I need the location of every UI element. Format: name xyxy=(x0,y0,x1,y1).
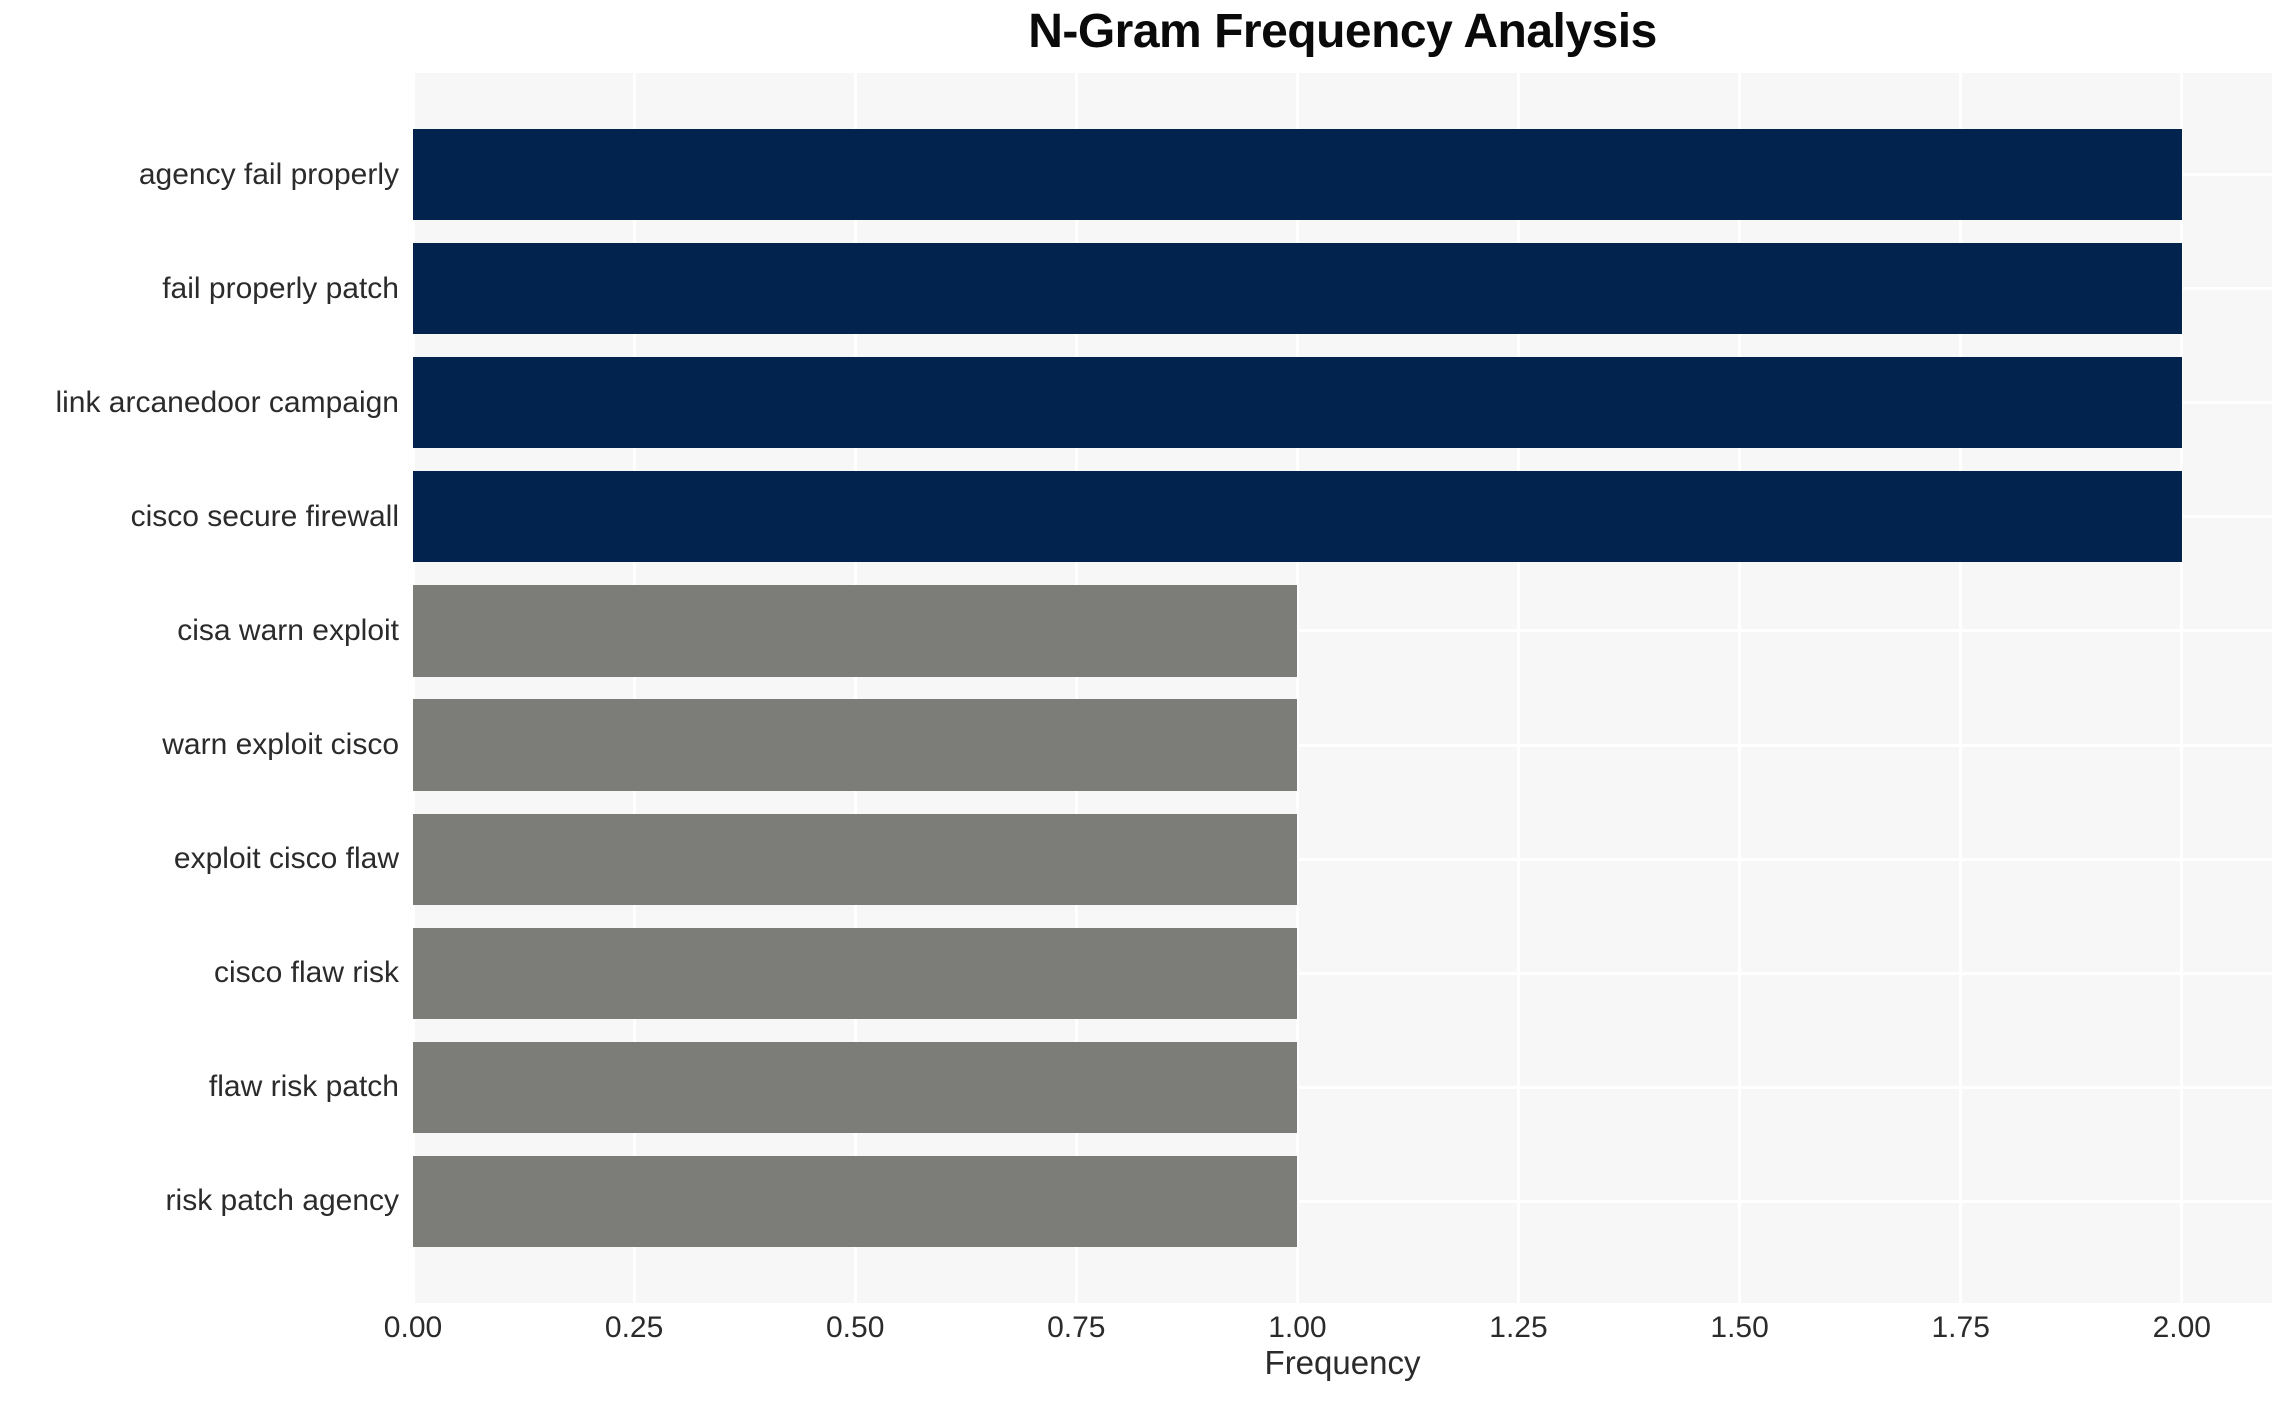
y-tick-label: risk patch agency xyxy=(165,1184,399,1218)
x-tick-label: 0.75 xyxy=(1047,1311,1106,1344)
bar-warn-exploit-cisco xyxy=(413,699,1298,791)
gridline-horizontal xyxy=(413,1199,2272,1203)
gridline-horizontal xyxy=(413,743,2272,747)
gridline-vertical xyxy=(1074,73,1078,1303)
y-tick-label: agency fail properly xyxy=(138,157,399,191)
bar-cisco-secure-firewall xyxy=(413,471,2182,563)
y-tick-label: cisa warn exploit xyxy=(177,613,399,647)
x-axis-title: Frequency xyxy=(1264,1344,1421,1381)
gridline-vertical xyxy=(853,73,857,1303)
gridline-vertical xyxy=(632,73,636,1303)
y-tick-label: flaw risk patch xyxy=(208,1070,399,1104)
plot-area xyxy=(411,73,2272,1303)
x-tick-label: 1.75 xyxy=(1931,1311,1990,1344)
chart-title: N-Gram Frequency Analysis xyxy=(1028,5,1657,58)
gridline-horizontal xyxy=(413,971,2272,975)
gridline-vertical xyxy=(411,73,415,1303)
x-tick-label: 0.50 xyxy=(825,1311,885,1344)
y-tick-label: exploit cisco flaw xyxy=(173,842,399,876)
y-tick-label: cisco flaw risk xyxy=(213,956,399,990)
gridline-vertical xyxy=(1516,73,1520,1303)
bar-exploit-cisco-flaw xyxy=(413,813,1298,905)
x-tick-label: 0.25 xyxy=(604,1311,664,1344)
x-tick-label: 2.00 xyxy=(2152,1311,2211,1344)
gridline-vertical xyxy=(1959,73,1963,1303)
gridline-vertical xyxy=(1295,73,1299,1303)
bar-cisco-flaw-risk xyxy=(413,927,1298,1019)
bar-fail-properly-patch xyxy=(413,243,2182,335)
y-tick-label: cisco secure firewall xyxy=(130,499,399,533)
y-tick-label: link arcanedoor campaign xyxy=(55,385,399,419)
bar-link-arcanedoor-campaign xyxy=(413,357,2182,449)
gridline-vertical xyxy=(2180,73,2184,1303)
bar-cisa-warn-exploit xyxy=(413,585,1298,677)
x-tick-label: 0.00 xyxy=(383,1311,443,1344)
y-tick-label: warn exploit cisco xyxy=(162,728,399,762)
bar-agency-fail-properly xyxy=(413,128,2182,221)
gridline-horizontal xyxy=(413,629,2272,633)
gridline-horizontal xyxy=(413,857,2272,861)
y-tick-label: fail properly patch xyxy=(162,271,399,305)
x-tick-label: 1.25 xyxy=(1489,1311,1548,1344)
gridline-vertical xyxy=(1738,73,1742,1303)
x-tick-label: 1.50 xyxy=(1710,1311,1769,1344)
bar-flaw-risk-patch xyxy=(413,1041,1298,1133)
gridline-horizontal xyxy=(413,1085,2272,1089)
x-tick-label: 1.00 xyxy=(1268,1311,1327,1344)
bar-risk-patch-agency xyxy=(413,1155,1298,1248)
